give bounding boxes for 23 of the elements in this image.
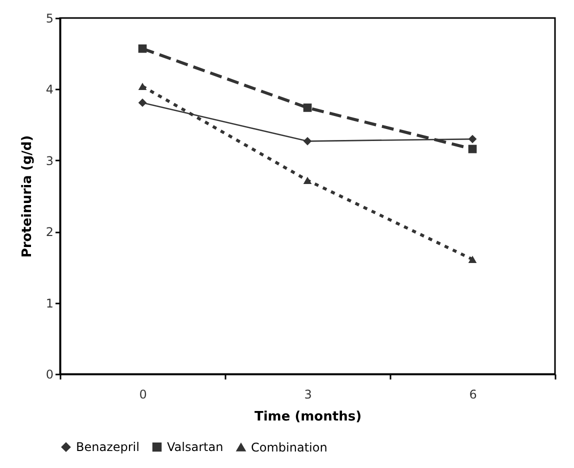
y-tick-label: 0 <box>46 368 54 382</box>
point <box>303 104 312 112</box>
x-tick-label: 6 <box>469 388 477 402</box>
point <box>468 256 477 263</box>
y-tick-label: 4 <box>46 82 54 97</box>
y-tick-label: 3 <box>46 154 54 168</box>
y-tick-label: 1 <box>46 296 54 310</box>
y-tick-label: 5 <box>46 12 54 26</box>
point <box>303 176 312 184</box>
point <box>303 136 312 146</box>
legend-label: Valsartan <box>167 440 224 454</box>
point <box>468 144 477 154</box>
point <box>138 82 147 90</box>
x-tick-label: 3 <box>304 388 312 402</box>
y-tick-label: 2 <box>46 225 54 240</box>
legend-label: Benazepril <box>76 440 140 454</box>
legend-label: Combination <box>251 440 328 454</box>
y-axis-title: Proteinuria (g/d) <box>20 135 35 258</box>
x-axis-title: Time (months) <box>254 410 362 424</box>
x-tick-label: 0 <box>139 388 147 402</box>
point <box>138 44 147 53</box>
point <box>468 134 477 144</box>
point <box>138 98 147 107</box>
